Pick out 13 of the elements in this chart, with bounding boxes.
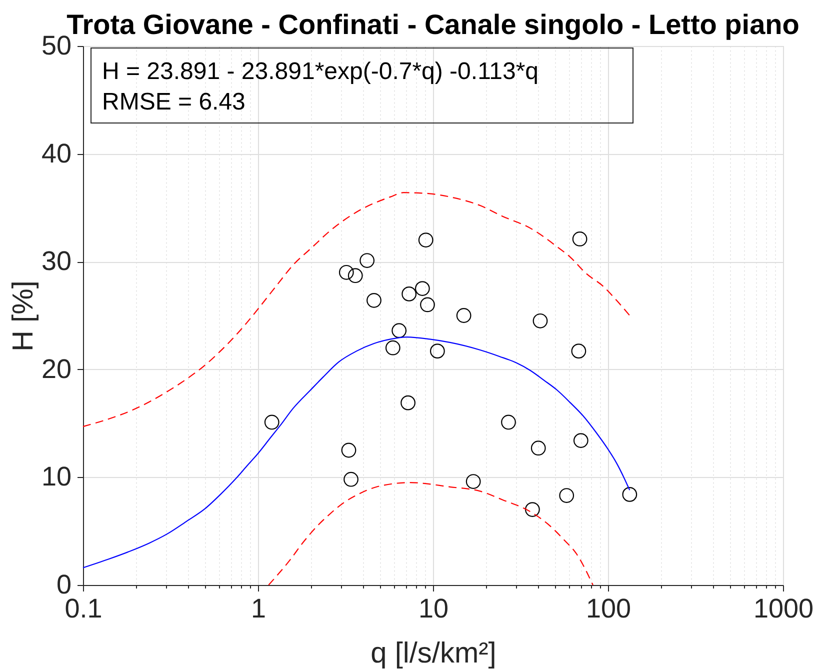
- x-tick-label: 10: [418, 594, 449, 624]
- y-tick-label: 40: [41, 138, 72, 168]
- y-axis-title: H [%]: [7, 280, 40, 352]
- annotation: H = 23.891 - 23.891*exp(-0.7*q) -0.113*q: [102, 58, 539, 85]
- y-tick-label: 20: [41, 354, 72, 384]
- annotation: RMSE = 6.43: [102, 88, 246, 116]
- y-tick-label: 30: [41, 246, 72, 276]
- x-axis-title: q [l/s/km²]: [370, 638, 496, 670]
- x-tick-label: 1: [250, 594, 266, 624]
- x-tick-label: 100: [586, 594, 632, 624]
- y-tick-label: 10: [41, 462, 72, 492]
- x-tick-label: 1000: [753, 594, 813, 624]
- y-tick-label: 50: [41, 30, 72, 60]
